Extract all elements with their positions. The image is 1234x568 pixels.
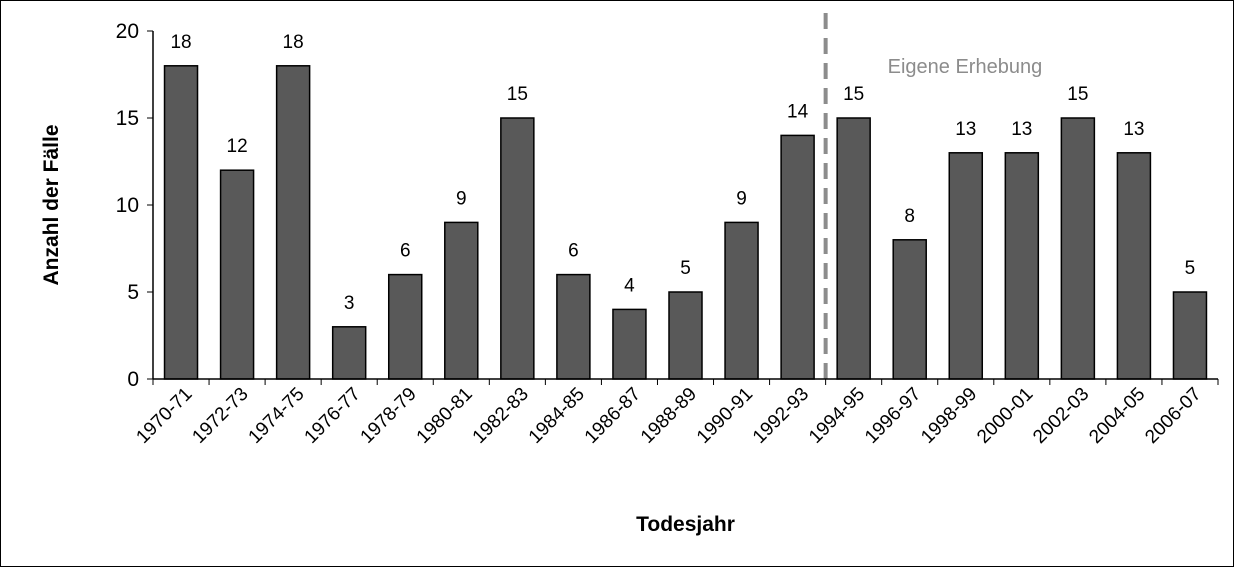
x-tick-label-1970-71: 1970-71 <box>132 384 196 448</box>
value-label-1970-71: 18 <box>170 32 191 53</box>
value-label-2006-07: 5 <box>1185 258 1196 279</box>
value-label-1990-91: 9 <box>736 188 747 209</box>
bar-1978-79 <box>387 273 423 380</box>
x-tick-label-1972-73: 1972-73 <box>188 384 252 448</box>
x-tick-label-1992-93: 1992-93 <box>749 384 813 448</box>
x-tick-label-2002-03: 2002-03 <box>1029 384 1093 448</box>
value-labels-group: 18 12 18 3 6 9 15 6 4 5 9 14 15 8 13 13 15 13 5 <box>170 32 1195 314</box>
value-label-1978-79: 6 <box>400 241 411 262</box>
value-label-1992-93: 14 <box>787 101 809 122</box>
y-tick-label: 0 <box>127 368 139 391</box>
bar-1984-85 <box>556 273 591 380</box>
value-label-2004-05: 13 <box>1123 119 1144 140</box>
value-label-1976-77: 3 <box>344 293 355 314</box>
y-tick-label: 10 <box>116 194 139 217</box>
x-tick-label-2000-01: 2000-01 <box>973 384 1037 448</box>
x-tick-label-1976-77: 1976-77 <box>301 384 365 448</box>
bar-1980-81 <box>444 221 479 380</box>
y-tick-label: 5 <box>127 281 139 304</box>
bar-2006-07 <box>1172 291 1208 380</box>
y-tick-label: 15 <box>116 107 139 130</box>
bar-2002-03 <box>1060 117 1096 380</box>
bars-group <box>163 65 1208 380</box>
x-tick-label-2006-07: 2006-07 <box>1141 384 1205 448</box>
bar-1976-77 <box>331 326 367 380</box>
y-axis-title: Anzahl der Fälle <box>40 124 63 285</box>
bar-1982-83 <box>500 117 535 380</box>
x-tick-label-1996-97: 1996-97 <box>861 384 925 448</box>
bar-1990-91 <box>724 221 759 380</box>
y-tick-label: 20 <box>116 20 139 43</box>
x-tick-label-1980-81: 1980-81 <box>413 384 477 448</box>
bar-1988-89 <box>668 291 703 380</box>
bar-2004-05 <box>1116 152 1152 380</box>
x-tick-label-1990-91: 1990-91 <box>693 384 757 448</box>
value-label-1996-97: 8 <box>904 206 915 227</box>
x-tick-label-1988-89: 1988-89 <box>637 384 701 448</box>
x-tick-label-1998-99: 1998-99 <box>917 384 981 448</box>
x-tick-label-1994-95: 1994-95 <box>805 384 869 448</box>
bar-1998-99 <box>948 152 984 380</box>
value-label-2002-03: 15 <box>1067 84 1088 105</box>
x-tick-label-2004-05: 2004-05 <box>1085 384 1149 448</box>
value-label-1972-73: 12 <box>227 136 248 157</box>
bar-1972-73 <box>219 169 255 380</box>
value-label-1982-83: 15 <box>507 84 528 105</box>
x-tick-label-1984-85: 1984-85 <box>525 384 589 448</box>
bar-1970-71 <box>163 65 199 380</box>
bar-1974-75 <box>275 65 311 380</box>
value-label-1986-87: 4 <box>624 275 635 296</box>
value-label-1974-75: 18 <box>283 32 304 53</box>
x-tick-label-1978-79: 1978-79 <box>357 384 421 448</box>
value-label-1994-95: 15 <box>843 84 864 105</box>
x-tick-label-1982-83: 1982-83 <box>469 384 533 448</box>
x-tick-label-1974-75: 1974-75 <box>245 384 309 448</box>
x-ticks-group: 1970-711972-731974-751976-771978-791980-… <box>132 379 1219 448</box>
bar-2000-01 <box>1004 152 1040 380</box>
bar-1992-93 <box>780 134 815 380</box>
y-ticks-group: 0 5 10 15 20 <box>116 20 153 391</box>
bar-1996-97 <box>892 239 927 380</box>
x-axis-title: Todesjahr <box>636 513 735 536</box>
value-label-1998-99: 13 <box>955 119 976 140</box>
x-tick-label-1986-87: 1986-87 <box>581 384 645 448</box>
bar-1986-87 <box>612 308 647 380</box>
value-label-2000-01: 13 <box>1011 119 1032 140</box>
value-label-1988-89: 5 <box>680 258 691 279</box>
value-label-1984-85: 6 <box>568 241 579 262</box>
annotation-label: Eigene Erhebung <box>888 56 1043 78</box>
value-label-1980-81: 9 <box>456 188 467 209</box>
bar-1994-95 <box>836 117 871 380</box>
